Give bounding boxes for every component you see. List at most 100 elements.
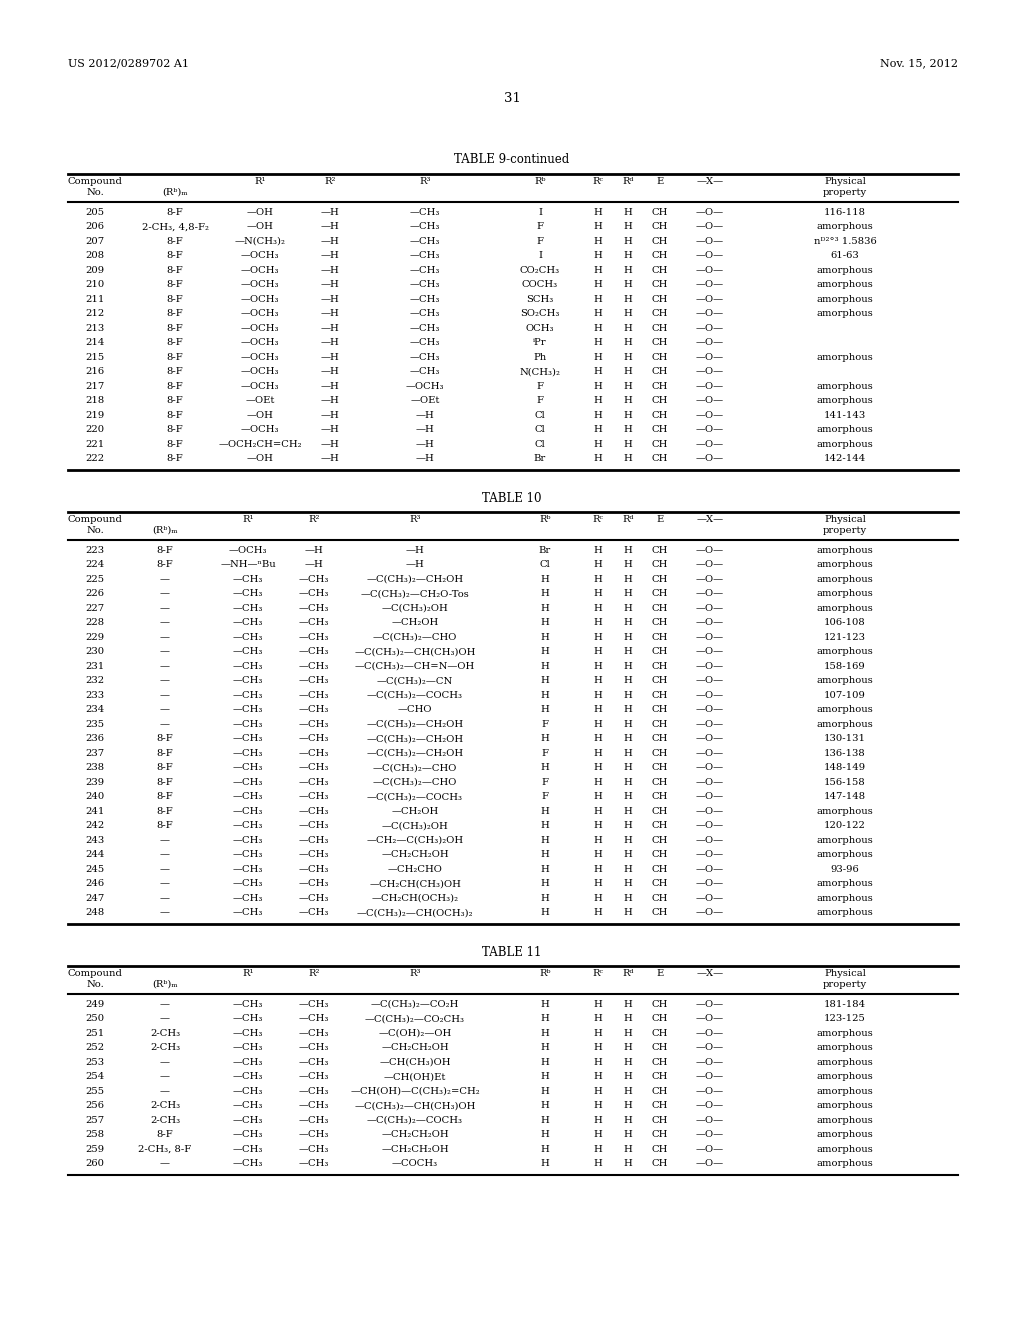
Text: 232: 232 [85,676,104,685]
Text: F: F [542,777,549,787]
Text: H: H [594,748,602,758]
Text: —C(CH₃)₂OH: —C(CH₃)₂OH [382,821,449,830]
Text: H: H [594,1101,602,1110]
Text: —C(CH₃)₂—CH(CH₃)OH: —C(CH₃)₂—CH(CH₃)OH [354,1101,476,1110]
Text: —CH₂CH(OCH₃)₂: —CH₂CH(OCH₃)₂ [372,894,459,903]
Text: —O—: —O— [696,1028,724,1038]
Text: H: H [594,574,602,583]
Text: —CH₃: —CH₃ [299,1028,329,1038]
Text: —O—: —O— [696,425,724,434]
Text: —CH₃: —CH₃ [232,719,263,729]
Text: amorphous: amorphous [816,836,873,845]
Text: R³: R³ [410,969,421,978]
Text: H: H [541,836,549,845]
Text: —H: —H [406,560,424,569]
Text: CH: CH [652,207,669,216]
Text: 233: 233 [85,690,104,700]
Text: 219: 219 [85,411,104,420]
Text: —OCH₃: —OCH₃ [241,425,280,434]
Text: R²: R² [308,969,319,978]
Text: amorphous: amorphous [816,381,873,391]
Text: H: H [624,338,633,347]
Text: H: H [541,1130,549,1139]
Text: —O—: —O— [696,748,724,758]
Text: H: H [594,1115,602,1125]
Text: —: — [160,908,170,917]
Text: —CH₂CH₂OH: —CH₂CH₂OH [381,1130,449,1139]
Text: —: — [160,865,170,874]
Text: —OCH₃: —OCH₃ [241,352,280,362]
Text: H: H [594,1014,602,1023]
Text: —C(CH₃)₂—COCH₃: —C(CH₃)₂—COCH₃ [367,690,463,700]
Text: H: H [594,323,602,333]
Text: US 2012/0289702 A1: US 2012/0289702 A1 [68,58,189,69]
Text: Rᶜ: Rᶜ [593,515,603,524]
Text: amorphous: amorphous [816,647,873,656]
Text: Physical: Physical [824,969,866,978]
Text: 2-CH₃: 2-CH₃ [150,1115,180,1125]
Text: H: H [624,676,633,685]
Text: —OCH₃: —OCH₃ [241,338,280,347]
Text: COCH₃: COCH₃ [522,280,558,289]
Text: amorphous: amorphous [816,1057,873,1067]
Text: 225: 225 [85,574,104,583]
Text: Rᶜ: Rᶜ [593,969,603,978]
Text: CH: CH [652,748,669,758]
Text: —O—: —O— [696,560,724,569]
Text: —O—: —O— [696,309,724,318]
Text: 106-108: 106-108 [824,618,866,627]
Text: —O—: —O— [696,719,724,729]
Text: H: H [541,676,549,685]
Text: CH: CH [652,1028,669,1038]
Text: CH: CH [652,280,669,289]
Text: amorphous: amorphous [816,1101,873,1110]
Text: H: H [541,632,549,642]
Text: R³: R³ [419,177,431,186]
Text: R¹: R¹ [243,515,254,524]
Text: —: — [160,632,170,642]
Text: H: H [594,251,602,260]
Text: CH: CH [652,411,669,420]
Text: R¹: R¹ [243,969,254,978]
Text: CH: CH [652,294,669,304]
Text: Br: Br [539,545,551,554]
Text: —O—: —O— [696,440,724,449]
Text: H: H [541,618,549,627]
Text: H: H [624,1159,633,1168]
Text: H: H [541,1043,549,1052]
Text: E: E [656,969,664,978]
Text: —H: —H [416,425,434,434]
Text: H: H [624,850,633,859]
Text: SO₂CH₃: SO₂CH₃ [520,309,560,318]
Text: F: F [537,381,544,391]
Text: —CH₂—C(CH₃)₂OH: —CH₂—C(CH₃)₂OH [367,836,464,845]
Text: —CH₃: —CH₃ [299,1144,329,1154]
Text: —CH₃: —CH₃ [410,367,440,376]
Text: CH: CH [652,1144,669,1154]
Text: Rᵇ: Rᵇ [540,515,551,524]
Text: amorphous: amorphous [816,589,873,598]
Text: —O—: —O— [696,294,724,304]
Text: 260: 260 [85,1159,104,1168]
Text: H: H [541,1086,549,1096]
Text: Ph: Ph [534,352,547,362]
Text: H: H [624,821,633,830]
Text: —: — [160,1086,170,1096]
Text: CH: CH [652,647,669,656]
Text: H: H [541,690,549,700]
Text: —X—: —X— [696,969,724,978]
Text: —CH₃: —CH₃ [299,1115,329,1125]
Text: 215: 215 [85,352,104,362]
Text: 8-F: 8-F [167,207,183,216]
Text: —O—: —O— [696,545,724,554]
Text: —H: —H [304,545,324,554]
Text: 61-63: 61-63 [830,251,859,260]
Text: —CH₃: —CH₃ [232,836,263,845]
Text: H: H [594,647,602,656]
Text: —CH₃: —CH₃ [299,1072,329,1081]
Text: —O—: —O— [696,661,724,671]
Text: —O—: —O— [696,1101,724,1110]
Text: H: H [594,719,602,729]
Text: H: H [594,1043,602,1052]
Text: 8-F: 8-F [167,265,183,275]
